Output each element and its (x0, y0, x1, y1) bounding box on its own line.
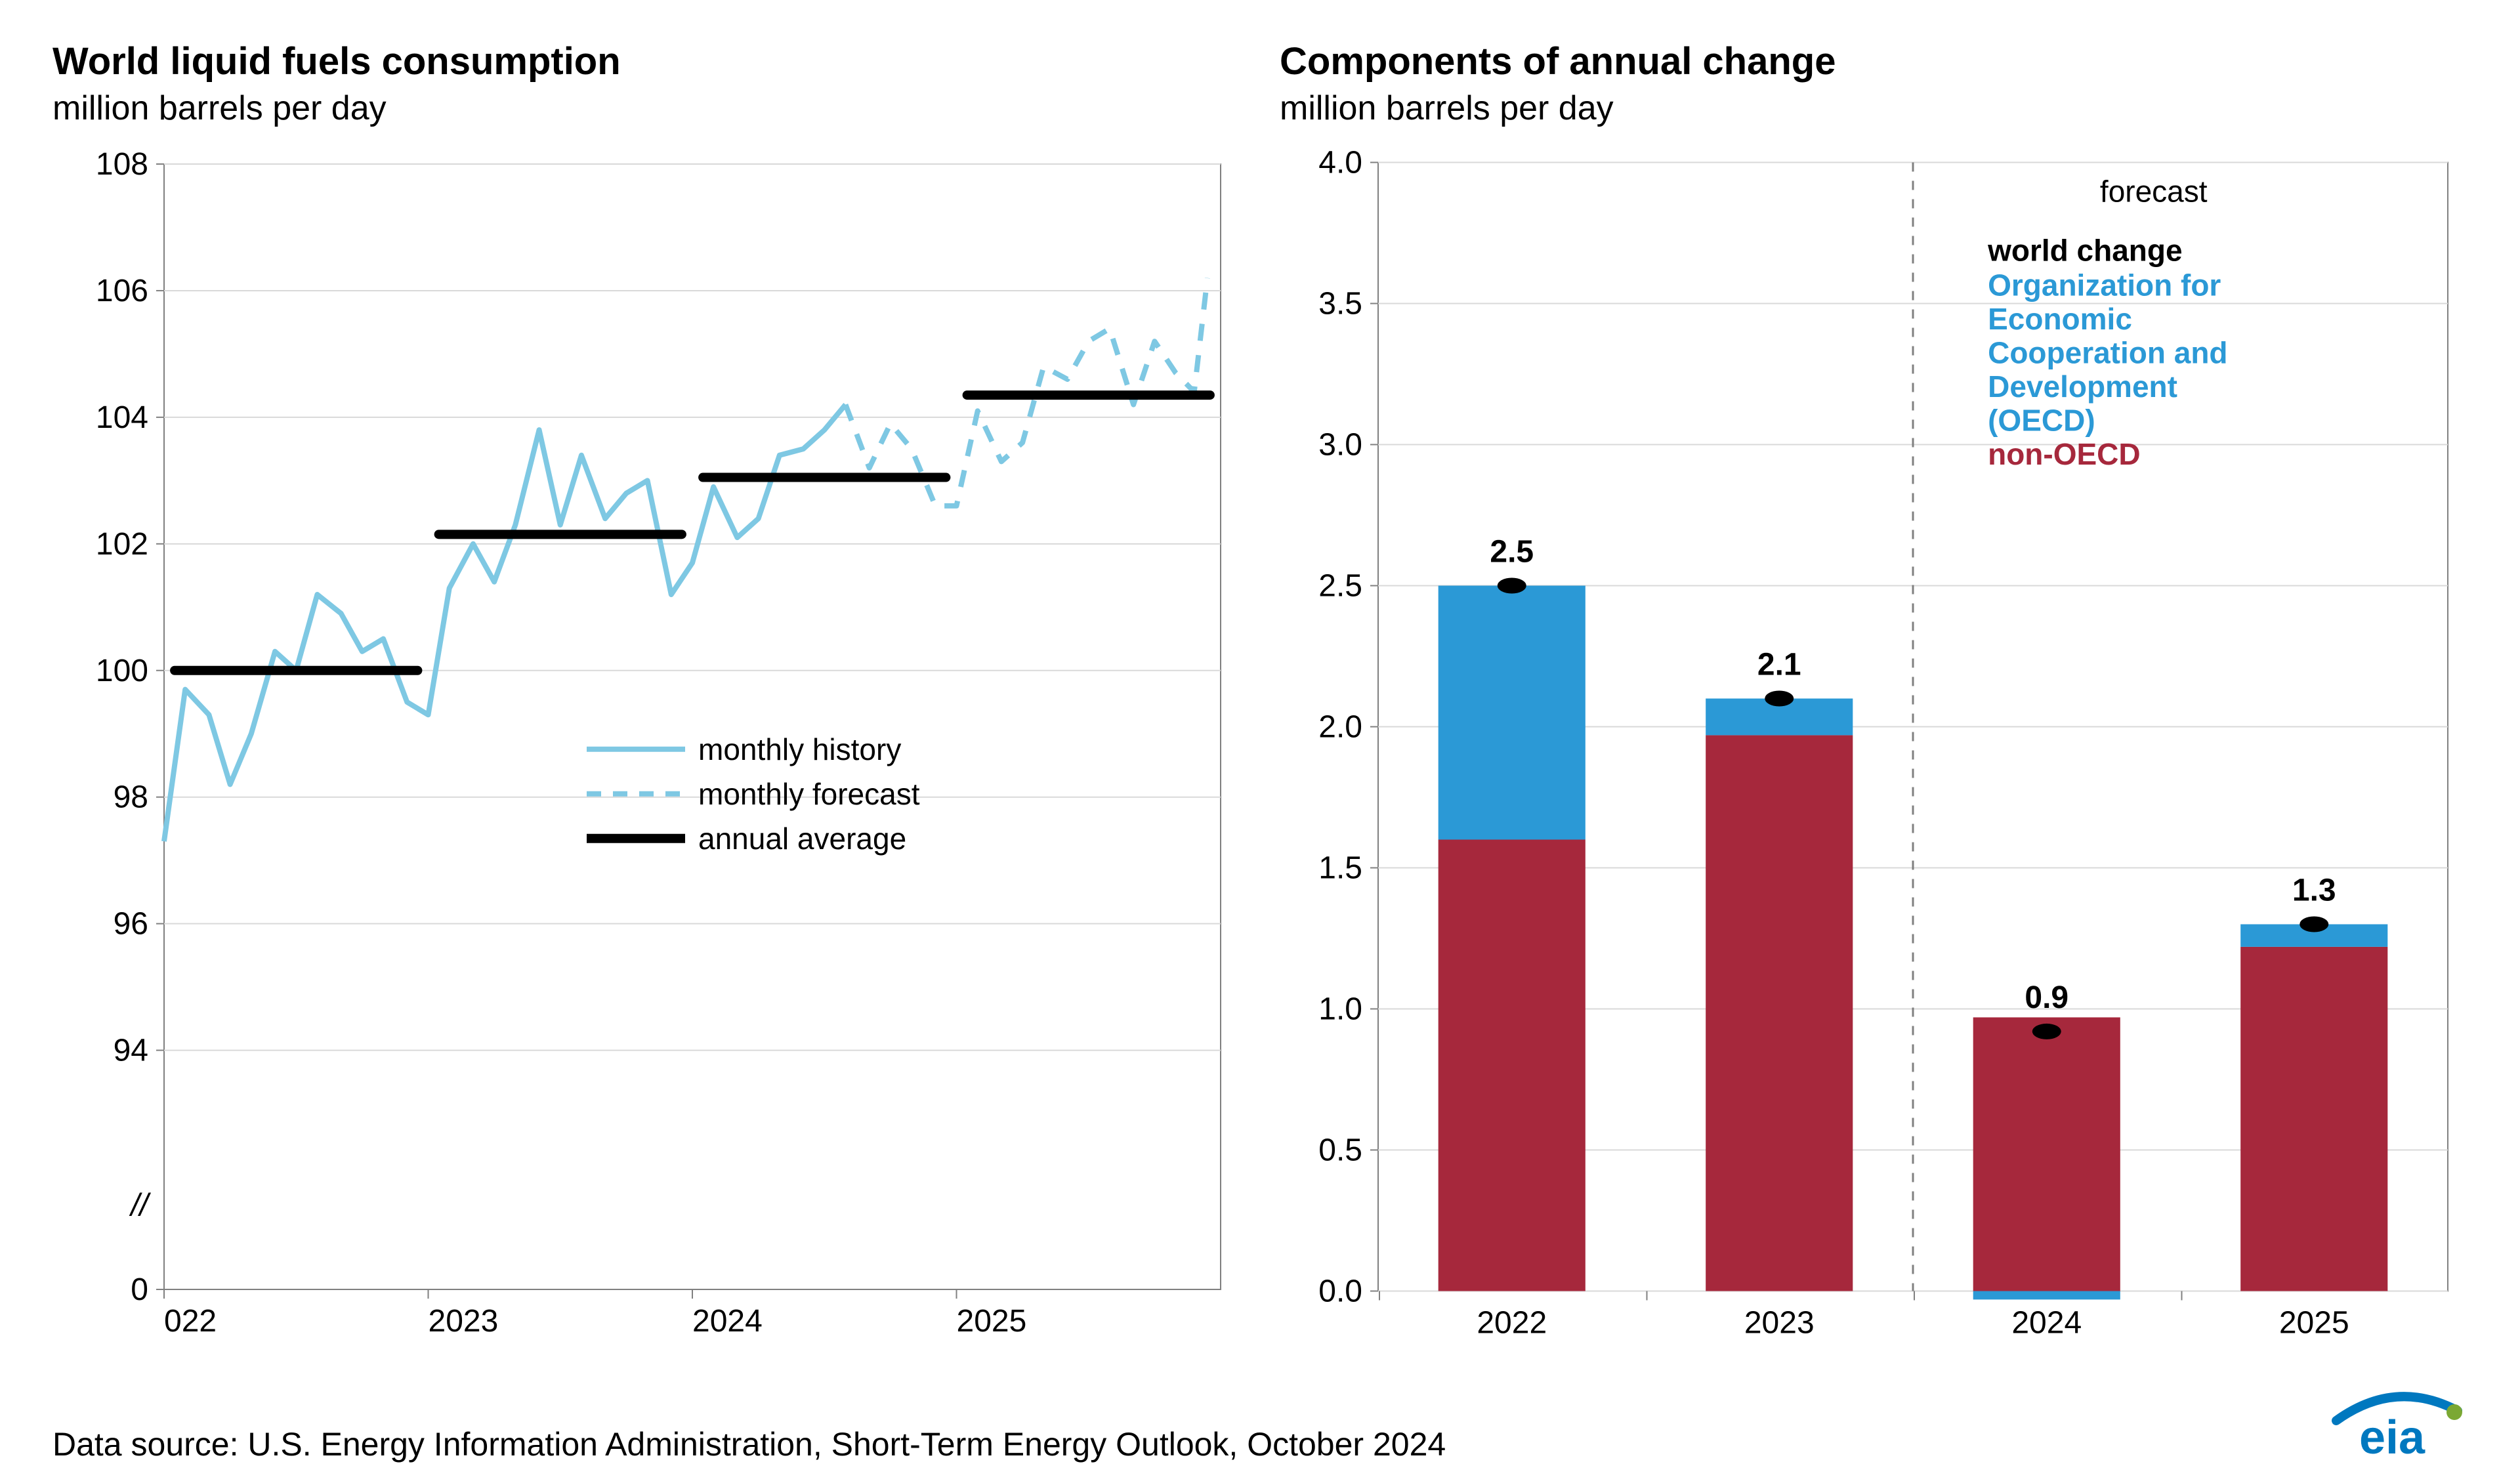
svg-text:106: 106 (96, 274, 148, 308)
svg-text:0.0: 0.0 (1318, 1274, 1362, 1309)
left-chart-panel: World liquid fuels consumption million b… (52, 39, 1240, 1371)
svg-text://: // (129, 1188, 151, 1222)
svg-text:Organization for: Organization for (1988, 268, 2221, 302)
svg-text:2.5: 2.5 (1490, 535, 1534, 570)
footer-row: Data source: U.S. Energy Information Adm… (52, 1385, 2468, 1463)
svg-text:world change: world change (1987, 234, 2182, 268)
eia-logo-svg: eia (2323, 1385, 2468, 1463)
svg-text:2024: 2024 (2011, 1306, 2082, 1341)
svg-text:0: 0 (131, 1272, 148, 1307)
svg-text:2022: 2022 (1477, 1306, 1547, 1341)
svg-text:monthly history: monthly history (698, 732, 901, 766)
svg-text:annual average: annual average (698, 822, 906, 856)
left-chart-subtitle: million barrels per day (52, 89, 1240, 128)
left-chart-svg: 0 94 96 98 100 102 104 106 108 // 022 2023 2024 2025 m… (52, 141, 1240, 1371)
svg-text:Development: Development (1988, 369, 2177, 404)
left-chart-title: World liquid fuels consumption (52, 39, 1240, 83)
svg-text:96: 96 (114, 907, 148, 942)
left-chart-plot: 0 94 96 98 100 102 104 106 108 // 022 2023 2024 2025 m… (52, 141, 1240, 1371)
svg-text:102: 102 (96, 527, 148, 562)
svg-text:022: 022 (164, 1304, 217, 1339)
data-source-text: Data source: U.S. Energy Information Adm… (52, 1425, 1446, 1463)
svg-text:monthly forecast: monthly forecast (698, 777, 920, 811)
right-chart-plot: 0.0 0.5 1.0 1.5 2.0 2.5 3.0 3.5 4.0 forecast 2.5 20… (1280, 141, 2468, 1371)
charts-row: World liquid fuels consumption million b… (52, 39, 2468, 1371)
right-chart-title: Components of annual change (1280, 39, 2468, 83)
svg-text:eia: eia (2359, 1411, 2426, 1463)
svg-text:Cooperation and: Cooperation and (1988, 335, 2227, 369)
svg-text:2025: 2025 (2279, 1306, 2349, 1341)
eia-logo: eia (2323, 1385, 2468, 1463)
svg-text:104: 104 (96, 400, 148, 435)
svg-text:108: 108 (96, 147, 148, 182)
svg-text:1.5: 1.5 (1318, 851, 1362, 886)
svg-text:non-OECD: non-OECD (1988, 437, 2141, 471)
svg-text:98: 98 (114, 780, 148, 815)
svg-text:0.5: 0.5 (1318, 1133, 1362, 1168)
svg-text:Economic: Economic (1988, 302, 2132, 336)
svg-text:2023: 2023 (429, 1304, 499, 1339)
right-chart-subtitle: million barrels per day (1280, 89, 2468, 128)
svg-text:1.0: 1.0 (1318, 992, 1362, 1027)
svg-text:2.1: 2.1 (1757, 648, 1801, 682)
svg-text:3.0: 3.0 (1318, 428, 1362, 463)
svg-text:2025: 2025 (957, 1304, 1027, 1339)
svg-text:(OECD): (OECD) (1988, 403, 2095, 437)
svg-text:100: 100 (96, 654, 148, 688)
svg-text:2.0: 2.0 (1318, 710, 1362, 745)
right-chart-panel: Components of annual change million barr… (1280, 39, 2468, 1371)
svg-text:2023: 2023 (1744, 1306, 1815, 1341)
svg-text:1.3: 1.3 (2292, 873, 2336, 908)
svg-text:3.5: 3.5 (1318, 287, 1362, 322)
svg-text:94: 94 (114, 1034, 148, 1068)
svg-text:0.9: 0.9 (2025, 980, 2068, 1015)
svg-text:2.5: 2.5 (1318, 569, 1362, 604)
svg-text:forecast: forecast (2100, 175, 2208, 209)
right-chart-svg: 0.0 0.5 1.0 1.5 2.0 2.5 3.0 3.5 4.0 forecast 2.5 20… (1280, 141, 2468, 1371)
chart-container: World liquid fuels consumption million b… (0, 0, 2520, 1483)
svg-text:2024: 2024 (692, 1304, 763, 1339)
svg-text:4.0: 4.0 (1318, 146, 1362, 180)
